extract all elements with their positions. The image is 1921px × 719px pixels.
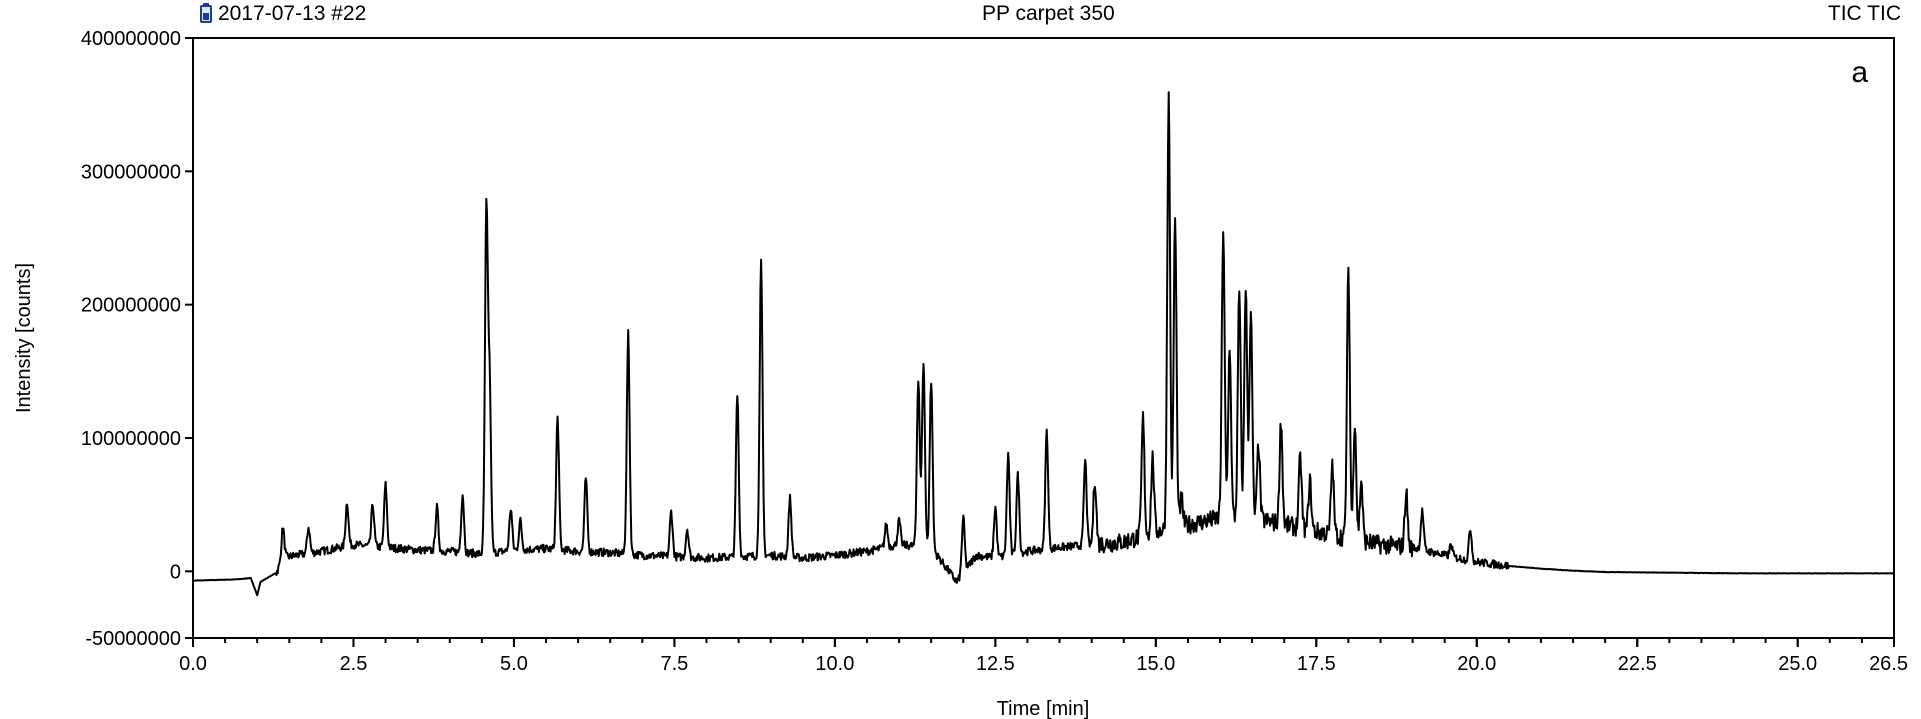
- y-tick-label: 100000000: [81, 428, 181, 450]
- x-axis-title: Time [min]: [997, 698, 1090, 719]
- x-tick-label: 20.0: [1457, 653, 1496, 675]
- x-tick-label: 15.0: [1136, 653, 1175, 675]
- y-tick-label: 0: [170, 561, 181, 583]
- y-tick-label: 300000000: [81, 161, 181, 183]
- x-tick-label: 12.5: [976, 653, 1015, 675]
- x-tick-label: 5.0: [500, 653, 528, 675]
- panel-label: a: [1851, 56, 1868, 89]
- sample-vial-icon: [200, 3, 212, 23]
- x-tick-label: 26.5: [1869, 653, 1908, 675]
- chromatogram-id-header: 2017-07-13 #22: [200, 2, 366, 26]
- x-tick-label: 0.0: [179, 653, 207, 675]
- chromatogram-id-text: 2017-07-13 #22: [218, 2, 367, 25]
- x-tick-label: 2.5: [340, 653, 368, 675]
- x-tick-label: 7.5: [661, 653, 689, 675]
- x-tick-label: 22.5: [1618, 653, 1657, 675]
- y-tick-label: 400000000: [81, 28, 181, 50]
- y-tick-label: -50000000: [85, 628, 181, 650]
- x-tick-label: 10.0: [815, 653, 854, 675]
- tic-series-line: [192, 91, 1895, 597]
- plot-area-frame: [192, 37, 1895, 639]
- sample-name-header: PP carpet 350: [982, 2, 1115, 25]
- y-axis: 400000000 300000000 200000000 100000000 0 -50…: [81, 28, 193, 650]
- signal-type-header: TIC TIC: [1827, 2, 1901, 25]
- x-axis: 0.0 2.5 5.0 7.5 10.0 12.5 15.0 17.5 20.0 22.5 25.0…: [179, 638, 1908, 675]
- y-tick-label: 200000000: [81, 295, 181, 317]
- x-tick-label: 17.5: [1297, 653, 1336, 675]
- y-axis-title: Intensity [counts]: [13, 263, 35, 413]
- x-tick-label: 25.0: [1778, 653, 1817, 675]
